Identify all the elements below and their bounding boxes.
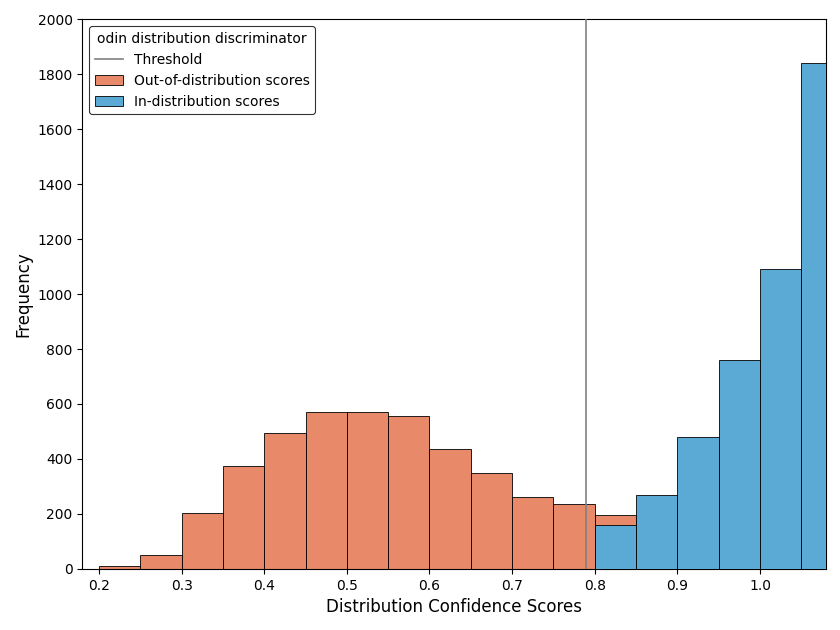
Bar	[265, 433, 306, 569]
Threshold	[581, 565, 591, 573]
Y-axis label: Frequency: Frequency	[14, 251, 32, 337]
Bar	[429, 449, 470, 569]
Bar	[181, 513, 223, 569]
Bar	[223, 466, 265, 569]
Bar	[512, 498, 554, 569]
Bar	[99, 566, 140, 569]
Bar	[677, 533, 719, 569]
Bar	[719, 541, 760, 569]
X-axis label: Distribution Confidence Scores: Distribution Confidence Scores	[326, 598, 582, 616]
Bar	[677, 437, 719, 569]
Bar	[306, 412, 347, 569]
Bar	[801, 64, 840, 569]
Bar	[636, 527, 677, 569]
Threshold	[581, 564, 591, 572]
Bar	[595, 515, 636, 569]
Bar	[595, 525, 636, 569]
Bar	[140, 555, 181, 569]
Bar	[719, 360, 760, 569]
Bar	[760, 553, 801, 569]
Bar	[636, 495, 677, 569]
Bar	[760, 270, 801, 569]
Bar	[470, 472, 512, 569]
Bar	[347, 412, 388, 569]
Legend: Threshold, Out-of-distribution scores, In-distribution scores: Threshold, Out-of-distribution scores, I…	[89, 26, 315, 114]
Bar	[554, 504, 595, 569]
Bar	[801, 559, 840, 569]
Bar	[388, 416, 429, 569]
